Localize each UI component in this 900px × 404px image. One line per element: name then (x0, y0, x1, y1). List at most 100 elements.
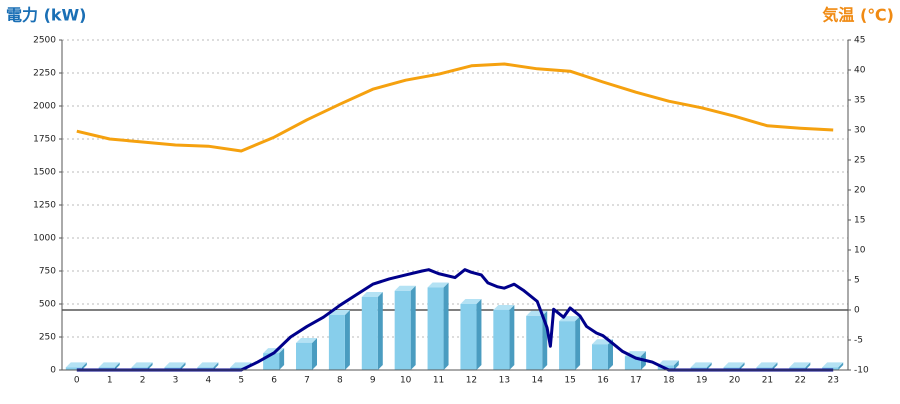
bar-side (180, 362, 186, 370)
x-tick-label: 1 (107, 376, 113, 386)
x-tick-label: 0 (74, 376, 80, 386)
y-tick-label: 500 (39, 300, 56, 310)
bar-side (81, 362, 87, 370)
x-tick-label: 5 (238, 376, 244, 386)
x-tick-label: 12 (466, 376, 477, 386)
y2-axis-title: 気温 (℃) (822, 6, 894, 25)
y2-tick-label: -10 (854, 366, 869, 376)
bar-side (772, 362, 778, 370)
bar-top (822, 362, 844, 368)
x-tick-label: 21 (762, 376, 773, 386)
y-tick-label: 750 (39, 267, 56, 277)
bar-top (197, 362, 219, 368)
bar (394, 290, 411, 370)
bar-top (98, 362, 120, 368)
y2-tick-label: 20 (854, 186, 866, 196)
bar-side (213, 362, 219, 370)
bar (591, 344, 608, 370)
bar-side (279, 348, 285, 370)
bar-top (65, 362, 87, 368)
bar-side (575, 316, 581, 370)
y-tick-label: 250 (39, 333, 56, 343)
x-tick-label: 13 (499, 376, 510, 386)
bar-side (673, 360, 679, 370)
temperature-line (76, 62, 834, 153)
y2-tick-label: 40 (854, 66, 866, 76)
bar-side (838, 362, 844, 370)
x-tick-label: 3 (173, 376, 179, 386)
y2-tick-label: 35 (854, 96, 865, 106)
y-tick-label: 1500 (33, 168, 56, 178)
bar-top (756, 362, 778, 368)
x-tick-label: 19 (696, 376, 708, 386)
bar-side (377, 292, 383, 370)
bar-top (690, 362, 712, 368)
y-tick-label: 2000 (33, 102, 56, 112)
bar-top (657, 360, 679, 366)
x-tick-label: 20 (729, 376, 741, 386)
bar (328, 314, 345, 370)
y-tick-label: 2250 (33, 69, 56, 79)
bar-top (723, 362, 745, 368)
bar-side (443, 282, 449, 370)
bar (526, 315, 543, 370)
y-tick-label: 1750 (33, 135, 56, 145)
x-tick-label: 4 (205, 376, 211, 386)
bar-side (607, 339, 613, 370)
bar-top (164, 362, 186, 368)
bar-side (805, 362, 811, 370)
bar-top (296, 337, 318, 343)
y2-tick-label: -5 (854, 336, 863, 346)
y-axis-title: 電力 (kW) (6, 6, 87, 25)
bar (559, 321, 576, 370)
bar-side (312, 337, 318, 370)
y2-tick-label: 10 (854, 246, 866, 256)
bar-top (427, 282, 449, 288)
bar-side (410, 285, 416, 370)
x-tick-label: 2 (140, 376, 146, 386)
x-tick-label: 14 (531, 376, 543, 386)
x-tick-label: 9 (370, 376, 376, 386)
bar-top (789, 362, 811, 368)
x-tick-label: 23 (827, 376, 838, 386)
y-tick-label: 1250 (33, 201, 56, 211)
x-tick-label: 10 (400, 376, 412, 386)
bar (460, 304, 477, 370)
bar (296, 342, 313, 370)
bar-side (509, 304, 515, 370)
bar-top (493, 304, 515, 310)
y-tick-label: 0 (50, 366, 56, 376)
bar (361, 297, 378, 370)
bar (493, 309, 510, 370)
y2-tick-label: 5 (854, 276, 860, 286)
y2-tick-label: 25 (854, 156, 865, 166)
bar-top (361, 292, 383, 298)
y-tick-label: 1000 (33, 234, 56, 244)
x-tick-label: 22 (795, 376, 806, 386)
y2-tick-label: 30 (854, 126, 866, 136)
bar-top (394, 285, 416, 291)
x-tick-label: 17 (630, 376, 641, 386)
x-tick-label: 8 (337, 376, 343, 386)
power-line (76, 268, 834, 372)
x-tick-label: 16 (597, 376, 609, 386)
bar-side (147, 362, 153, 370)
bar (427, 287, 444, 370)
bar-side (706, 362, 712, 370)
x-tick-label: 15 (564, 376, 575, 386)
y2-tick-label: 0 (854, 306, 860, 316)
bar-top (131, 362, 153, 368)
x-tick-label: 6 (271, 376, 277, 386)
y-tick-label: 2500 (33, 36, 56, 46)
y2-tick-label: 45 (854, 36, 865, 46)
bar-top (460, 299, 482, 304)
bar-side (344, 309, 350, 370)
bar (65, 367, 82, 370)
x-tick-label: 18 (663, 376, 675, 386)
x-tick-label: 7 (304, 376, 310, 386)
bar-side (476, 299, 482, 370)
x-tick-label: 11 (433, 376, 444, 386)
bar-side (114, 362, 120, 370)
bar-side (739, 362, 745, 370)
